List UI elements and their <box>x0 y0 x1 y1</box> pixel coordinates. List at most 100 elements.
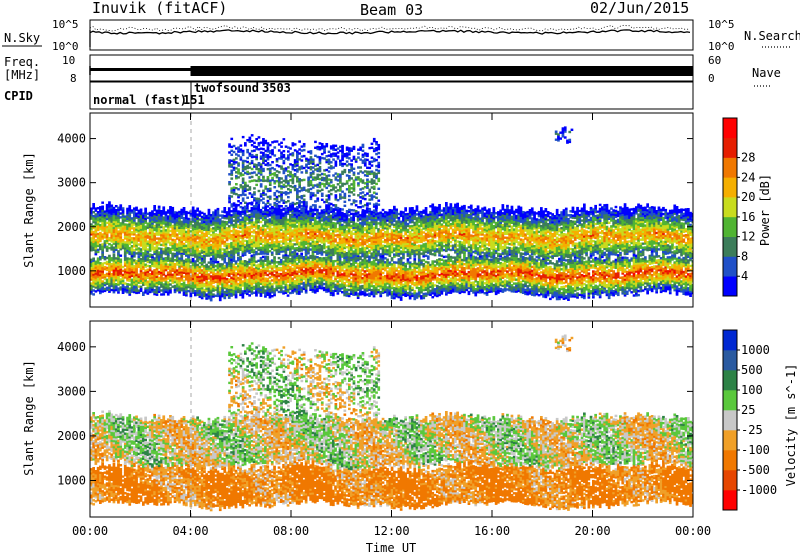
power-cell <box>232 281 236 284</box>
power-cell <box>243 283 247 287</box>
power-cell <box>289 262 292 265</box>
power-cell <box>277 256 281 260</box>
power-cell <box>485 271 489 275</box>
power-cell <box>517 265 521 269</box>
power-cell <box>386 270 389 273</box>
power-cell <box>635 274 638 277</box>
power-cell <box>99 283 102 287</box>
power-cell <box>137 275 141 278</box>
power-cell <box>275 288 279 292</box>
power-cell <box>99 243 102 247</box>
power-cell <box>508 273 511 276</box>
power-cell <box>607 278 611 282</box>
power-cell <box>144 263 147 266</box>
power-cell <box>198 277 202 281</box>
power-cell <box>114 273 118 276</box>
power-cell <box>510 258 514 261</box>
power-cell <box>130 268 134 272</box>
power-cell <box>445 263 448 266</box>
power-cell <box>478 277 482 280</box>
power-cell <box>90 284 93 287</box>
power-cell <box>653 267 656 270</box>
power-cell <box>221 267 224 270</box>
power-cell <box>374 270 378 273</box>
power-cell <box>510 260 514 263</box>
power-cell <box>112 206 116 210</box>
power-cell <box>438 278 441 281</box>
power-cell <box>96 279 100 282</box>
power-cell <box>497 275 500 278</box>
power-cell <box>592 264 595 267</box>
power-cell <box>356 276 360 280</box>
power-cell <box>268 276 272 279</box>
power-cell <box>180 259 184 262</box>
power-cell <box>144 269 147 272</box>
power-cell <box>223 273 227 276</box>
power-cell <box>108 225 111 228</box>
power-cell <box>259 260 263 264</box>
power-cell <box>689 286 692 289</box>
power-cell <box>205 269 208 272</box>
power-cell <box>445 261 448 264</box>
power-cell <box>239 267 242 271</box>
power-cell <box>352 293 355 296</box>
power-cell <box>587 280 591 283</box>
power-cell <box>517 281 521 285</box>
power-cell <box>684 285 688 288</box>
power-cell <box>259 258 263 262</box>
power-cell <box>413 276 417 279</box>
power-cell <box>393 283 396 286</box>
power-cell <box>144 291 147 294</box>
power-cell <box>284 291 288 294</box>
power-cell <box>641 267 645 270</box>
power-cell <box>650 275 654 279</box>
nave-tick-bottom: 0 <box>708 72 715 85</box>
power-cell <box>164 280 168 284</box>
power-cell <box>422 276 426 280</box>
power-cell <box>207 295 211 298</box>
power-cell <box>463 271 466 274</box>
power-cell <box>408 269 412 272</box>
power-cell <box>558 268 561 271</box>
power-cell <box>248 266 251 269</box>
power-cell <box>616 271 620 275</box>
power-cell <box>148 290 152 294</box>
power-cell <box>555 264 559 267</box>
power-cell <box>243 271 247 275</box>
power-cell <box>474 270 478 273</box>
power-cell <box>372 261 376 264</box>
power-cell <box>619 288 622 291</box>
power-cell <box>350 284 353 288</box>
power-cell <box>108 203 111 206</box>
power-cell <box>379 294 383 298</box>
power-cell <box>142 265 145 269</box>
power-cell <box>562 289 566 293</box>
power-cell <box>458 291 462 295</box>
power-cell <box>169 271 172 274</box>
power-cell <box>517 261 521 265</box>
power-cell <box>151 260 154 263</box>
power-cell <box>481 277 484 280</box>
power-cell <box>148 278 152 282</box>
power-cell <box>610 287 613 290</box>
power-cell <box>151 270 154 273</box>
power-cell <box>413 282 417 285</box>
power-cell <box>239 293 242 297</box>
power-cell <box>264 277 267 280</box>
power-cell <box>653 271 656 274</box>
power-cell <box>198 283 202 286</box>
power-cell <box>675 277 679 280</box>
power-cell <box>212 267 215 270</box>
power-cell <box>162 273 166 276</box>
power-cell <box>598 276 602 279</box>
power-cell <box>388 271 392 274</box>
power-cell <box>485 265 489 269</box>
power-cell <box>655 289 658 292</box>
power-cell <box>96 248 100 252</box>
power-cell <box>549 289 552 293</box>
power-cell <box>562 269 566 273</box>
power-cell <box>295 282 299 285</box>
power-cell <box>266 257 270 261</box>
power-cell <box>282 276 285 279</box>
power-cell <box>175 285 179 288</box>
